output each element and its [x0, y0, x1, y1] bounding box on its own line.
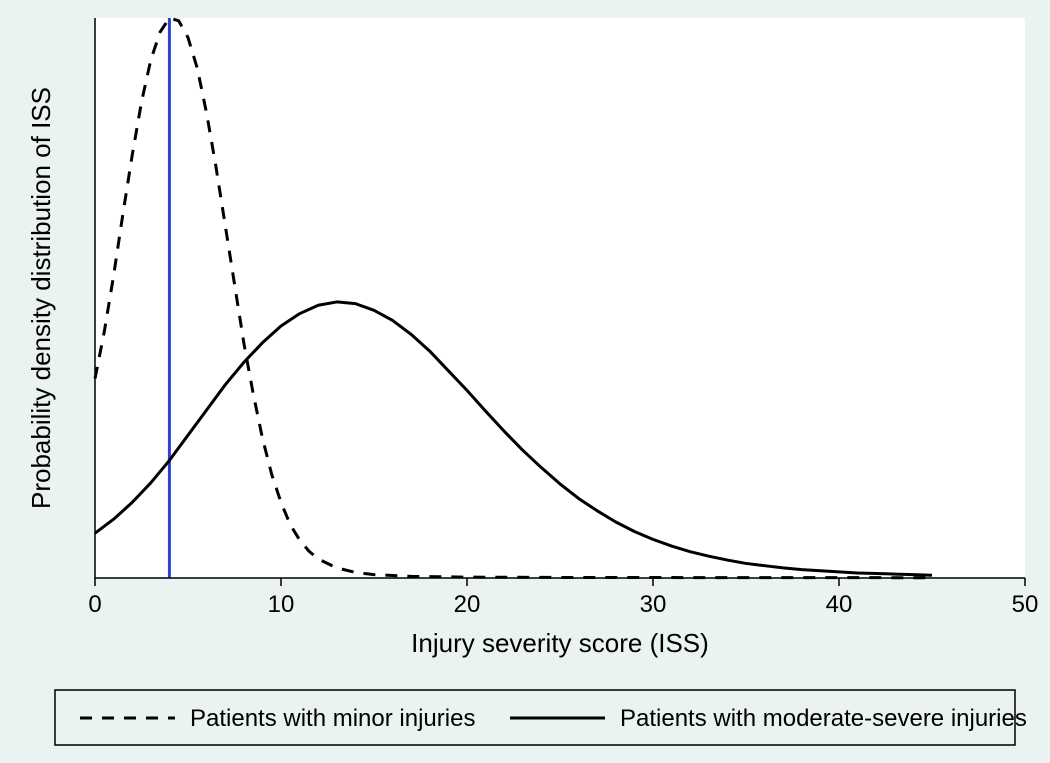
- x-tick-label: 0: [88, 591, 101, 618]
- x-tick-label: 50: [1012, 591, 1039, 618]
- x-tick-label: 30: [640, 591, 667, 618]
- legend-label: Patients with minor injuries: [190, 705, 475, 732]
- x-tick-label: 20: [454, 591, 481, 618]
- x-axis-label: Injury severity score (ISS): [411, 628, 709, 658]
- x-tick-label: 40: [826, 591, 853, 618]
- chart-svg: 0 10 20 30 40 50 Injury severity score (ISS) Pr…: [0, 0, 1050, 763]
- plot-area: [95, 18, 1025, 578]
- density-chart: 0 10 20 30 40 50 Injury severity score (ISS) Pr…: [0, 0, 1050, 763]
- y-axis-label: Probability density distribution of ISS: [26, 87, 56, 509]
- x-tick-label: 10: [268, 591, 295, 618]
- legend-label: Patients with moderate-severe injuries: [620, 705, 1027, 732]
